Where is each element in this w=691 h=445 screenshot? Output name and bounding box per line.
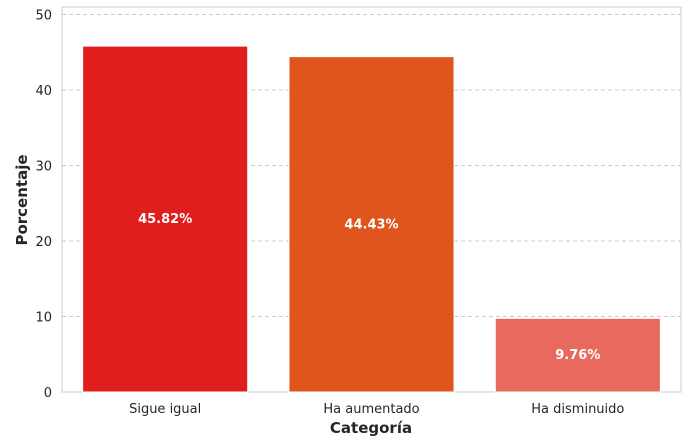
bar — [494, 317, 661, 393]
bar — [82, 45, 249, 393]
bar-value-label: 9.76% — [555, 348, 600, 363]
bar-value-labels: 45.82% 44.43% 9.76% — [138, 212, 600, 363]
bar — [288, 56, 455, 393]
bar-value-label: 45.82% — [138, 212, 192, 227]
x-tick-label: Ha aumentado — [323, 402, 419, 417]
bars — [82, 45, 661, 393]
x-tick-labels: Sigue igual Ha aumentado Ha disminuido — [129, 402, 624, 417]
y-tick-label: 10 — [35, 311, 52, 326]
x-tick-label: Ha disminuido — [531, 402, 624, 417]
y-tick-label: 40 — [35, 84, 52, 99]
y-tick-label: 20 — [35, 235, 52, 250]
y-tick-label: 50 — [35, 9, 52, 24]
y-tick-label: 0 — [44, 386, 52, 401]
y-tick-label: 30 — [35, 160, 52, 175]
y-axis-title: Porcentaje — [13, 154, 31, 245]
y-tick-labels: 0 10 20 30 40 50 — [35, 9, 52, 401]
bar-value-label: 44.43% — [344, 217, 398, 232]
x-tick-label: Sigue igual — [129, 402, 201, 417]
x-axis-title: Categoría — [330, 419, 412, 437]
